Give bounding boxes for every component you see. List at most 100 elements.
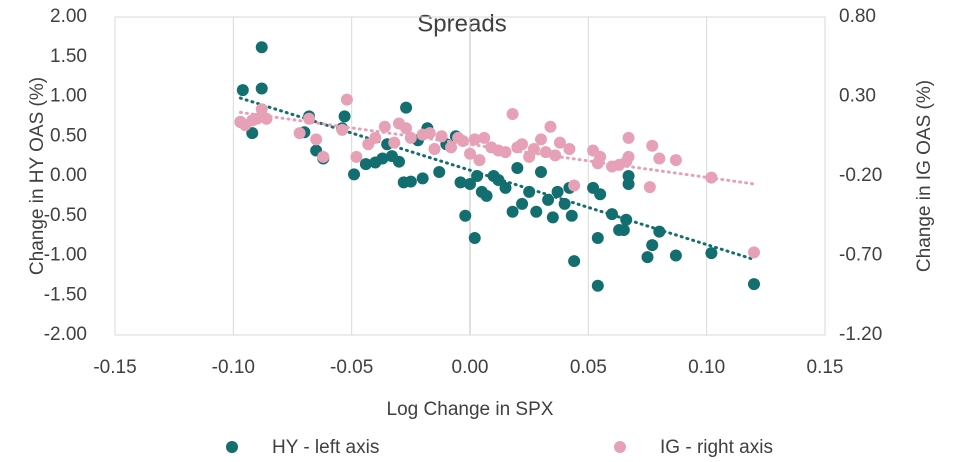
x-tick-label: -0.15 (93, 357, 136, 378)
point (376, 152, 389, 165)
y-axis-title: Change in HY OAS (%) (27, 77, 48, 275)
point (669, 154, 682, 167)
point (445, 141, 458, 154)
x-tick-label: -0.05 (330, 357, 373, 378)
point (433, 166, 446, 179)
point (423, 127, 436, 140)
point (568, 179, 581, 192)
point (748, 278, 760, 291)
point (260, 112, 273, 125)
x-axis-title: Log Change in SPX (387, 399, 554, 420)
point (748, 246, 760, 259)
point (499, 181, 512, 194)
point (535, 133, 547, 146)
point (544, 120, 557, 133)
point (468, 133, 481, 146)
point (293, 127, 306, 140)
point (338, 110, 351, 123)
point (255, 41, 268, 54)
point (511, 162, 524, 175)
legend-marker (614, 441, 626, 453)
point (310, 133, 323, 146)
y2-tick-label: 0.80 (839, 6, 876, 27)
y2-tick-label: -0.20 (839, 165, 882, 186)
point (478, 131, 491, 144)
point (473, 154, 486, 167)
point (340, 93, 353, 106)
y-tick-label: 1.00 (50, 86, 87, 107)
point (246, 127, 259, 140)
legend-marker (226, 441, 238, 453)
point (551, 185, 564, 198)
point (416, 172, 429, 185)
point (530, 205, 543, 218)
legend-label: HY - left axis (272, 437, 379, 458)
point (591, 232, 604, 245)
point (646, 239, 659, 252)
point (620, 213, 633, 226)
point (454, 176, 467, 189)
y2-tick-label: 0.30 (839, 86, 876, 107)
y-tick-label: -1.50 (44, 284, 87, 305)
point (622, 131, 635, 144)
y-tick-label: 0.00 (50, 165, 87, 186)
point (255, 82, 268, 95)
point (594, 188, 607, 201)
point (546, 211, 559, 224)
point (464, 177, 476, 190)
point (428, 142, 441, 155)
point (653, 152, 666, 165)
x-tick-label: 0.10 (688, 357, 725, 378)
point (646, 139, 659, 152)
point (563, 142, 576, 155)
point (480, 189, 493, 202)
point (506, 107, 519, 120)
y2-axis-title: Change in IG OAS (%) (914, 80, 935, 272)
x-tick-label: -0.10 (212, 357, 255, 378)
point (535, 166, 547, 179)
point (643, 181, 656, 194)
point (594, 150, 607, 163)
point (404, 175, 417, 188)
point (393, 155, 405, 168)
y-tick-label: -0.50 (44, 205, 87, 226)
point (404, 131, 417, 144)
x-tick-label: 0.15 (807, 357, 844, 378)
point (617, 224, 630, 237)
point (236, 84, 249, 97)
x-tick-label: 0.00 (452, 357, 489, 378)
point (591, 279, 604, 292)
point (400, 122, 413, 135)
point (464, 147, 476, 160)
point (350, 150, 363, 163)
point (669, 249, 682, 262)
point (359, 158, 372, 171)
point (641, 251, 654, 264)
point (388, 136, 401, 149)
point (516, 197, 529, 210)
point (468, 232, 481, 245)
x-tick-label: 0.05 (570, 357, 607, 378)
trendline (238, 96, 756, 261)
point (622, 170, 635, 182)
trendline (238, 110, 756, 186)
point (369, 131, 382, 144)
y-tick-label: 0.50 (50, 125, 87, 146)
y2-tick-label: -1.20 (839, 324, 882, 345)
point (348, 168, 361, 181)
point (568, 255, 581, 268)
point (523, 185, 536, 198)
legend-label: IG - right axis (660, 437, 773, 458)
chart-title: Spreads (417, 10, 506, 37)
point (653, 225, 666, 238)
y-tick-label: -2.00 (44, 324, 87, 345)
y-tick-label: 1.50 (50, 46, 87, 67)
point (317, 150, 330, 163)
y-tick-label: -1.00 (44, 245, 87, 266)
point (565, 209, 578, 222)
point (506, 205, 519, 218)
point (553, 136, 566, 149)
y-tick-label: 2.00 (50, 6, 87, 27)
point (378, 120, 391, 133)
